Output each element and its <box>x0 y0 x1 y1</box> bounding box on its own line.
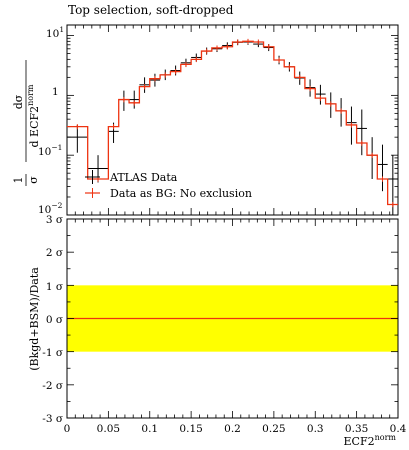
ratio-y-axis-label: (Bkgd+BSM)/Data <box>28 267 41 371</box>
legend: ATLAS Data Data as BG: No exclusion <box>85 170 252 200</box>
x-tick-labels: 0 0.05 0.1 0.15 0.2 0.25 0.3 0.35 0.4 <box>64 423 407 435</box>
y-tick-label-10e1: 101 <box>46 25 64 40</box>
main-y-axis-label: 1 σ dσ d ECF2norm <box>12 60 41 186</box>
ratio-y-tick-m2: -2 σ <box>42 380 63 392</box>
x-tick-label: 0.2 <box>224 423 241 435</box>
ratio-y-tick-3: 3 σ <box>46 214 63 226</box>
x-tick-label: 0 <box>64 423 71 435</box>
series-data-as-bg <box>67 38 398 208</box>
x-axis-label-main: ECF2 <box>344 435 375 448</box>
series-data-as-bg-line <box>67 40 398 206</box>
chart-title: Top selection, soft-dropped <box>68 3 234 17</box>
legend-entry-atlas-data: ATLAS Data <box>109 171 178 184</box>
ylabel-prefix-num: 1 <box>12 177 25 184</box>
x-tick-label: 0.4 <box>390 423 407 435</box>
y-tick-label-1: 1 <box>52 86 59 98</box>
x-tick-label: 0.3 <box>307 423 324 435</box>
ylabel-prefix-den: σ <box>27 176 40 184</box>
legend-entry-data-as-bg: Data as BG: No exclusion <box>110 187 252 200</box>
ratio-y-tick-m3: -3 σ <box>42 413 63 425</box>
ratio-axis-ticks <box>66 218 399 419</box>
ylabel-denominator: d ECF2norm <box>26 84 41 147</box>
y-tick-label-10e-1: 10−1 <box>38 143 62 158</box>
y-tick-label-10e-2: 10−2 <box>38 201 63 216</box>
x-tick-label: 0.1 <box>141 423 158 435</box>
ratio-y-tick-1: 1 σ <box>46 281 63 293</box>
ylabel-denominator-sup: norm <box>26 84 35 106</box>
x-tick-label: 0.05 <box>97 423 120 435</box>
ylabel-numerator: dσ <box>12 94 25 109</box>
ratio-y-tick-labels: 3 σ 2 σ 1 σ 0 σ -1 σ -2 σ -3 σ <box>42 214 63 425</box>
ratio-y-tick-2: 2 σ <box>46 247 63 259</box>
x-tick-label: 0.15 <box>179 423 202 435</box>
x-axis-label: ECF2norm <box>344 433 397 448</box>
x-axis-label-sup: norm <box>375 433 397 442</box>
x-tick-label: 0.25 <box>262 423 285 435</box>
x-tick-label: 0.35 <box>345 423 368 435</box>
ratio-y-tick-0: 0 σ <box>46 314 63 326</box>
ylabel-denominator-main: d ECF2 <box>28 106 41 148</box>
main-y-tick-labels: 101 1 10−1 10−2 <box>38 25 64 216</box>
ratio-y-tick-m1: -1 σ <box>42 347 63 359</box>
